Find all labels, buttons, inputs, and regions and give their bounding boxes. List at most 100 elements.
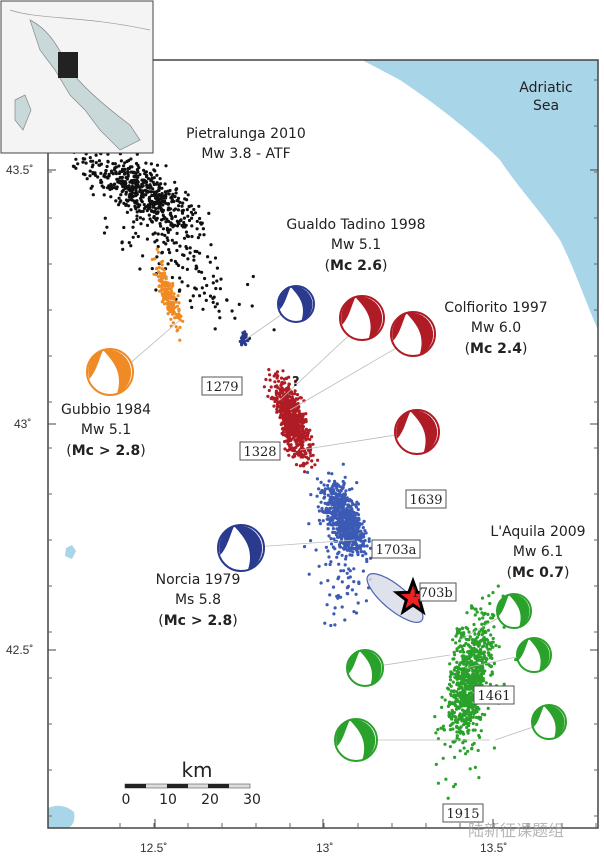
earthquake-dot [475,722,479,727]
earthquake-dot [300,434,304,438]
earthquake-dot [175,219,179,223]
earthquake-dot [213,305,217,309]
earthquake-dot [105,225,109,229]
earthquake-dot [468,635,472,639]
earthquake-dot [197,269,201,274]
earthquake-dot [174,300,178,304]
earthquake-dot [120,241,124,245]
earthquake-dot [88,174,92,178]
earthquake-dot [138,203,142,207]
earthquake-dot [470,746,474,751]
label-laquila: L'Aquila 2009 Mw 6.1 (Mc 0.7) [490,524,585,581]
earthquake-dot [165,236,169,240]
earthquake-dot [170,197,174,201]
earthquake-dot [295,397,300,401]
earthquake-dot [126,167,130,171]
earthquake-dot [301,414,305,418]
earthquake-dot [130,185,135,189]
earthquake-dot [175,231,179,235]
earthquake-dot [170,195,174,199]
earthquake-dot [479,639,483,643]
earthquake-dot [342,483,346,487]
earthquake-dot [347,517,351,521]
earthquake-dot [211,281,215,285]
earthquake-dot [141,209,145,213]
earthquake-dot [113,162,117,166]
earthquake-dot [294,434,298,438]
earthquake-dot [209,243,213,247]
earthquake-dot [165,226,169,230]
earthquake-dot [333,606,337,610]
earthquake-dot [160,263,164,267]
svg-text:Gubbio 1984: Gubbio 1984 [61,402,151,418]
earthquake-dot [292,399,296,403]
earthquake-dot [339,522,344,526]
earthquake-dot [434,762,438,767]
earthquake-dot [452,689,456,693]
earthquake-dot [250,304,254,308]
earthquake-dot [490,656,494,661]
svg-text:Mw 5.1: Mw 5.1 [81,422,131,438]
earthquake-dot [364,531,368,535]
earthquake-dot [165,217,169,221]
earthquake-dot [184,245,188,249]
earthquake-dot [339,524,343,528]
earthquake-dot [166,297,170,301]
earthquake-dot [326,487,330,491]
earthquake-dot [368,546,373,550]
earthquake-dot [309,493,313,497]
earthquake-dot [127,198,132,202]
earthquake-dot [202,233,206,237]
earthquake-dot [454,641,458,645]
earthquake-dot [168,251,172,255]
earthquake-dot [130,188,134,192]
earthquake-dot [295,451,299,456]
earthquake-dot [342,534,347,538]
earthquake-dot [470,695,474,699]
earthquake-dot [367,537,371,541]
earthquake-dot [148,199,152,203]
earthquake-dot [346,541,351,546]
earthquake-dot [182,216,186,220]
earthquake-dot [363,529,367,533]
earthquake-dot [178,244,182,248]
earthquake-dot [459,633,464,637]
earthquake-dot [117,203,121,207]
earthquake-dot [88,156,92,160]
earthquake-dot [93,171,97,175]
earthquake-dot [173,195,177,199]
earthquake-dot [326,579,330,583]
earthquake-dot [293,438,297,442]
earthquake-dot [361,569,365,573]
earthquake-dot [339,540,344,545]
earthquake-dot [136,170,140,174]
earthquake-dot [174,325,178,329]
label-norcia: Norcia 1979 Ms 5.8 (Mc > 2.8) [156,572,241,629]
earthquake-dot [467,721,471,726]
earthquake-dot [123,185,127,190]
earthquake-dot [467,728,471,732]
sea-label-2: Sea [533,98,559,114]
earthquake-dot [434,731,438,735]
earthquake-dot [469,681,473,685]
earthquake-dot [197,204,201,208]
earthquake-dot [151,232,155,236]
earthquake-dot [464,625,468,630]
earthquake-dot [440,695,444,699]
earthquake-dot [274,392,278,397]
earthquake-dot [287,417,291,421]
earthquake-dot [492,661,496,666]
earthquake-dot [447,702,451,706]
earthquake-dot [488,601,492,606]
earthquake-dot [135,210,139,214]
earthquake-dot [211,274,215,278]
earthquake-dot [345,586,349,590]
earthquake-dot [109,169,114,173]
earthquake-dot [287,448,292,452]
svg-text:Mw 6.0: Mw 6.0 [471,320,521,336]
earthquake-dot [186,257,190,261]
earthquake-dot [272,328,276,332]
earthquake-dot [479,729,483,733]
earthquake-dot [477,630,481,634]
earthquake-dot [361,533,366,537]
